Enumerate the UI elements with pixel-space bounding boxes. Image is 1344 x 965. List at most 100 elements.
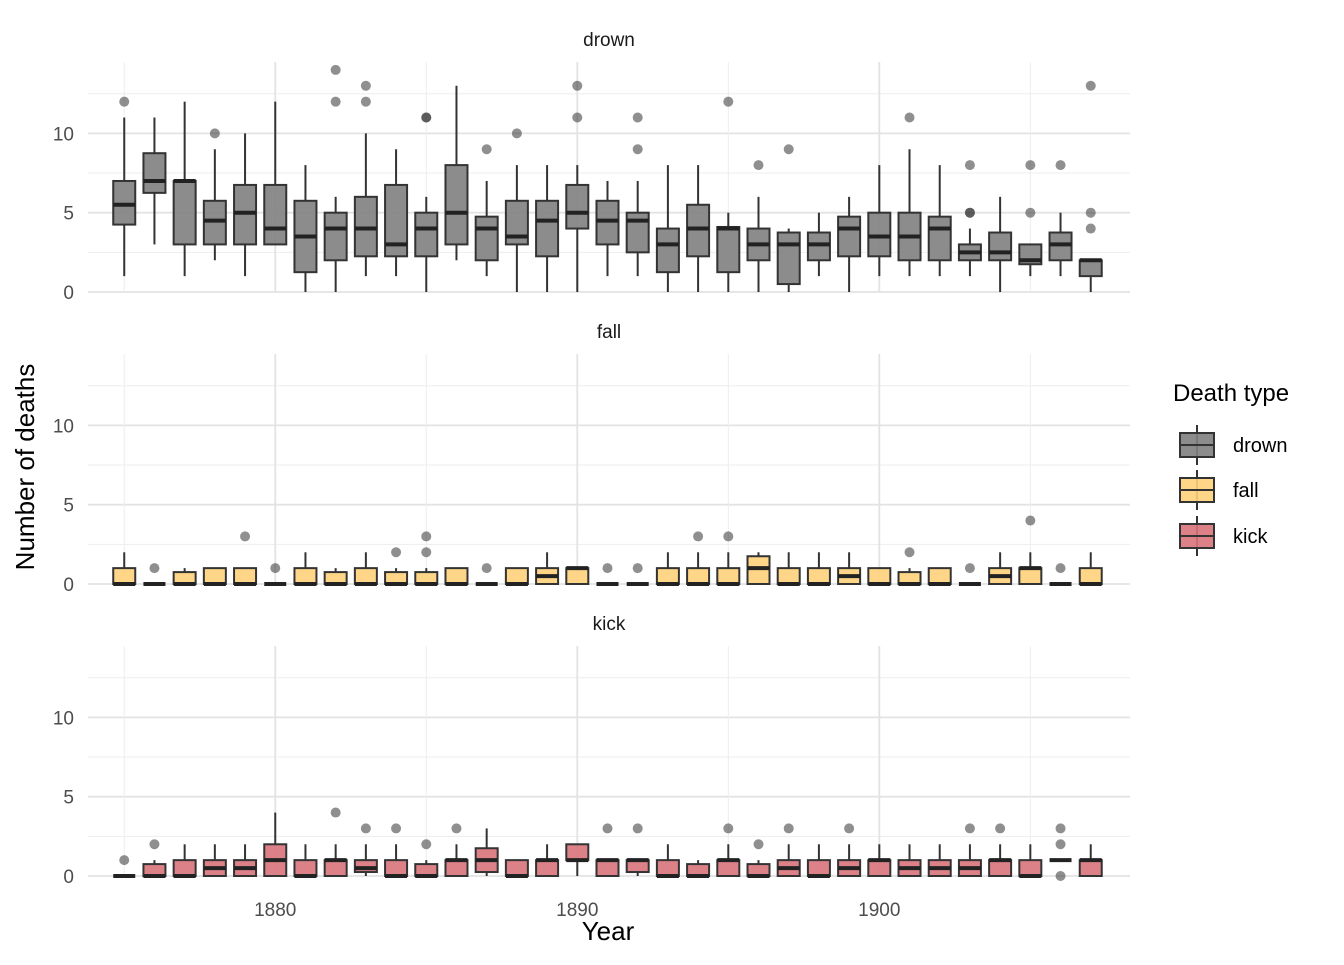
outlier-point: [421, 112, 432, 123]
box-drown-1895: [716, 96, 741, 292]
box-drown-1901: [897, 112, 922, 277]
legend-item-fall: fall: [1179, 470, 1259, 510]
outlier-point: [572, 80, 583, 91]
box-kick-1902: [927, 844, 952, 878]
box-body: [837, 215, 862, 258]
box-drown-1876: [142, 117, 167, 245]
box-drown-1887: [474, 144, 499, 277]
box-body: [988, 859, 1013, 878]
box-drown-1896: [746, 160, 771, 292]
box-body: [806, 859, 831, 878]
box-body: [263, 183, 288, 246]
box-drown-1879: [233, 133, 258, 277]
box-kick-1896: [746, 839, 771, 878]
facet-panels: drown 0 5 10 fall 0 5 10 kick 0 5 10: [53, 30, 1130, 888]
box-fall-1907: [1078, 552, 1103, 586]
box-kick-1899: [837, 823, 862, 878]
outlier-point: [421, 547, 432, 558]
y-tick-label: 5: [63, 788, 74, 809]
box-body: [293, 859, 318, 878]
box-drown-1890: [565, 80, 590, 292]
outlier-point: [844, 823, 855, 834]
box-fall-1890: [565, 566, 590, 586]
box-kick-1895: [716, 823, 741, 878]
box-kick-1898: [806, 844, 831, 878]
box-kick-1893: [655, 844, 680, 878]
box-fall-1902: [927, 567, 952, 586]
outlier-point: [421, 839, 432, 850]
box-body: [233, 567, 258, 586]
box-body: [202, 567, 227, 586]
outlier-point: [149, 839, 160, 850]
box-drown-1893: [655, 165, 680, 292]
box-fall-1883: [353, 552, 378, 586]
x-tick-label: 1900: [858, 900, 900, 921]
outlier-point: [270, 563, 281, 574]
box-kick-1903: [957, 823, 982, 878]
box-body: [444, 164, 469, 246]
box-drown-1882: [323, 64, 348, 292]
box-drown-1905: [1018, 160, 1043, 277]
box-fall-1884: [384, 547, 409, 586]
box-drown-1878: [202, 128, 227, 261]
outlier-point: [723, 96, 734, 107]
outlier-point: [330, 807, 341, 818]
box-kick-1906: [1049, 823, 1072, 881]
outlier-point: [602, 823, 613, 834]
box-fall-1878: [202, 567, 227, 586]
box-drown-1904: [988, 196, 1013, 292]
box-body: [988, 231, 1013, 262]
x-axis-title: Year: [582, 916, 635, 946]
outlier-point: [1025, 515, 1036, 526]
box-drown-1891: [595, 180, 620, 277]
box-kick-1891: [595, 823, 620, 878]
outlier-point: [1055, 563, 1066, 574]
box-kick-1888: [504, 859, 529, 878]
outlier-point: [753, 839, 764, 850]
box-drown-1903: [957, 160, 982, 277]
y-tick-label: 10: [53, 708, 74, 729]
box-body: [323, 859, 348, 878]
box-kick-1881: [293, 844, 318, 878]
outlier-point: [964, 207, 975, 218]
box-drown-1894: [686, 165, 711, 292]
box-body: [686, 567, 711, 586]
outlier-point: [149, 563, 160, 574]
box-body: [1018, 859, 1043, 878]
box-body: [535, 859, 560, 878]
outlier-point: [360, 80, 371, 91]
y-tick-label: 10: [53, 124, 74, 145]
box-drown-1884: [384, 149, 409, 277]
box-drown-1900: [867, 165, 892, 277]
box-fall-1886: [444, 567, 469, 586]
box-body: [927, 567, 952, 586]
box-kick-1882: [323, 807, 348, 878]
outlier-point: [783, 823, 794, 834]
box-fall-1892: [626, 563, 649, 586]
box-body: [1078, 259, 1103, 278]
box-body: [444, 859, 469, 878]
box-kick-1885: [414, 839, 439, 878]
facet-panel-drown: drown 0 5 10: [53, 30, 1130, 304]
outlier-point: [602, 563, 613, 574]
box-kick-1890: [565, 843, 590, 876]
box-drown-1907: [1078, 80, 1103, 292]
box-drown-1881: [293, 165, 318, 292]
box-fall-1881: [293, 552, 318, 586]
y-tick-label: 10: [53, 416, 74, 437]
box-kick-1887: [474, 828, 499, 876]
box-body: [1078, 567, 1103, 586]
box-kick-1897: [776, 823, 801, 878]
box-body: [504, 859, 529, 878]
box-fall-1894: [686, 531, 711, 586]
box-kick-1905: [1018, 844, 1043, 878]
box-body: [655, 227, 680, 274]
box-fall-1897: [776, 552, 801, 586]
legend-label: kick: [1233, 526, 1268, 548]
box-kick-1883: [353, 823, 378, 876]
outlier-point: [753, 160, 764, 171]
y-tick-label: 5: [63, 204, 74, 225]
outlier-point: [240, 531, 251, 542]
outlier-point: [1085, 80, 1096, 91]
box-body: [172, 859, 197, 878]
